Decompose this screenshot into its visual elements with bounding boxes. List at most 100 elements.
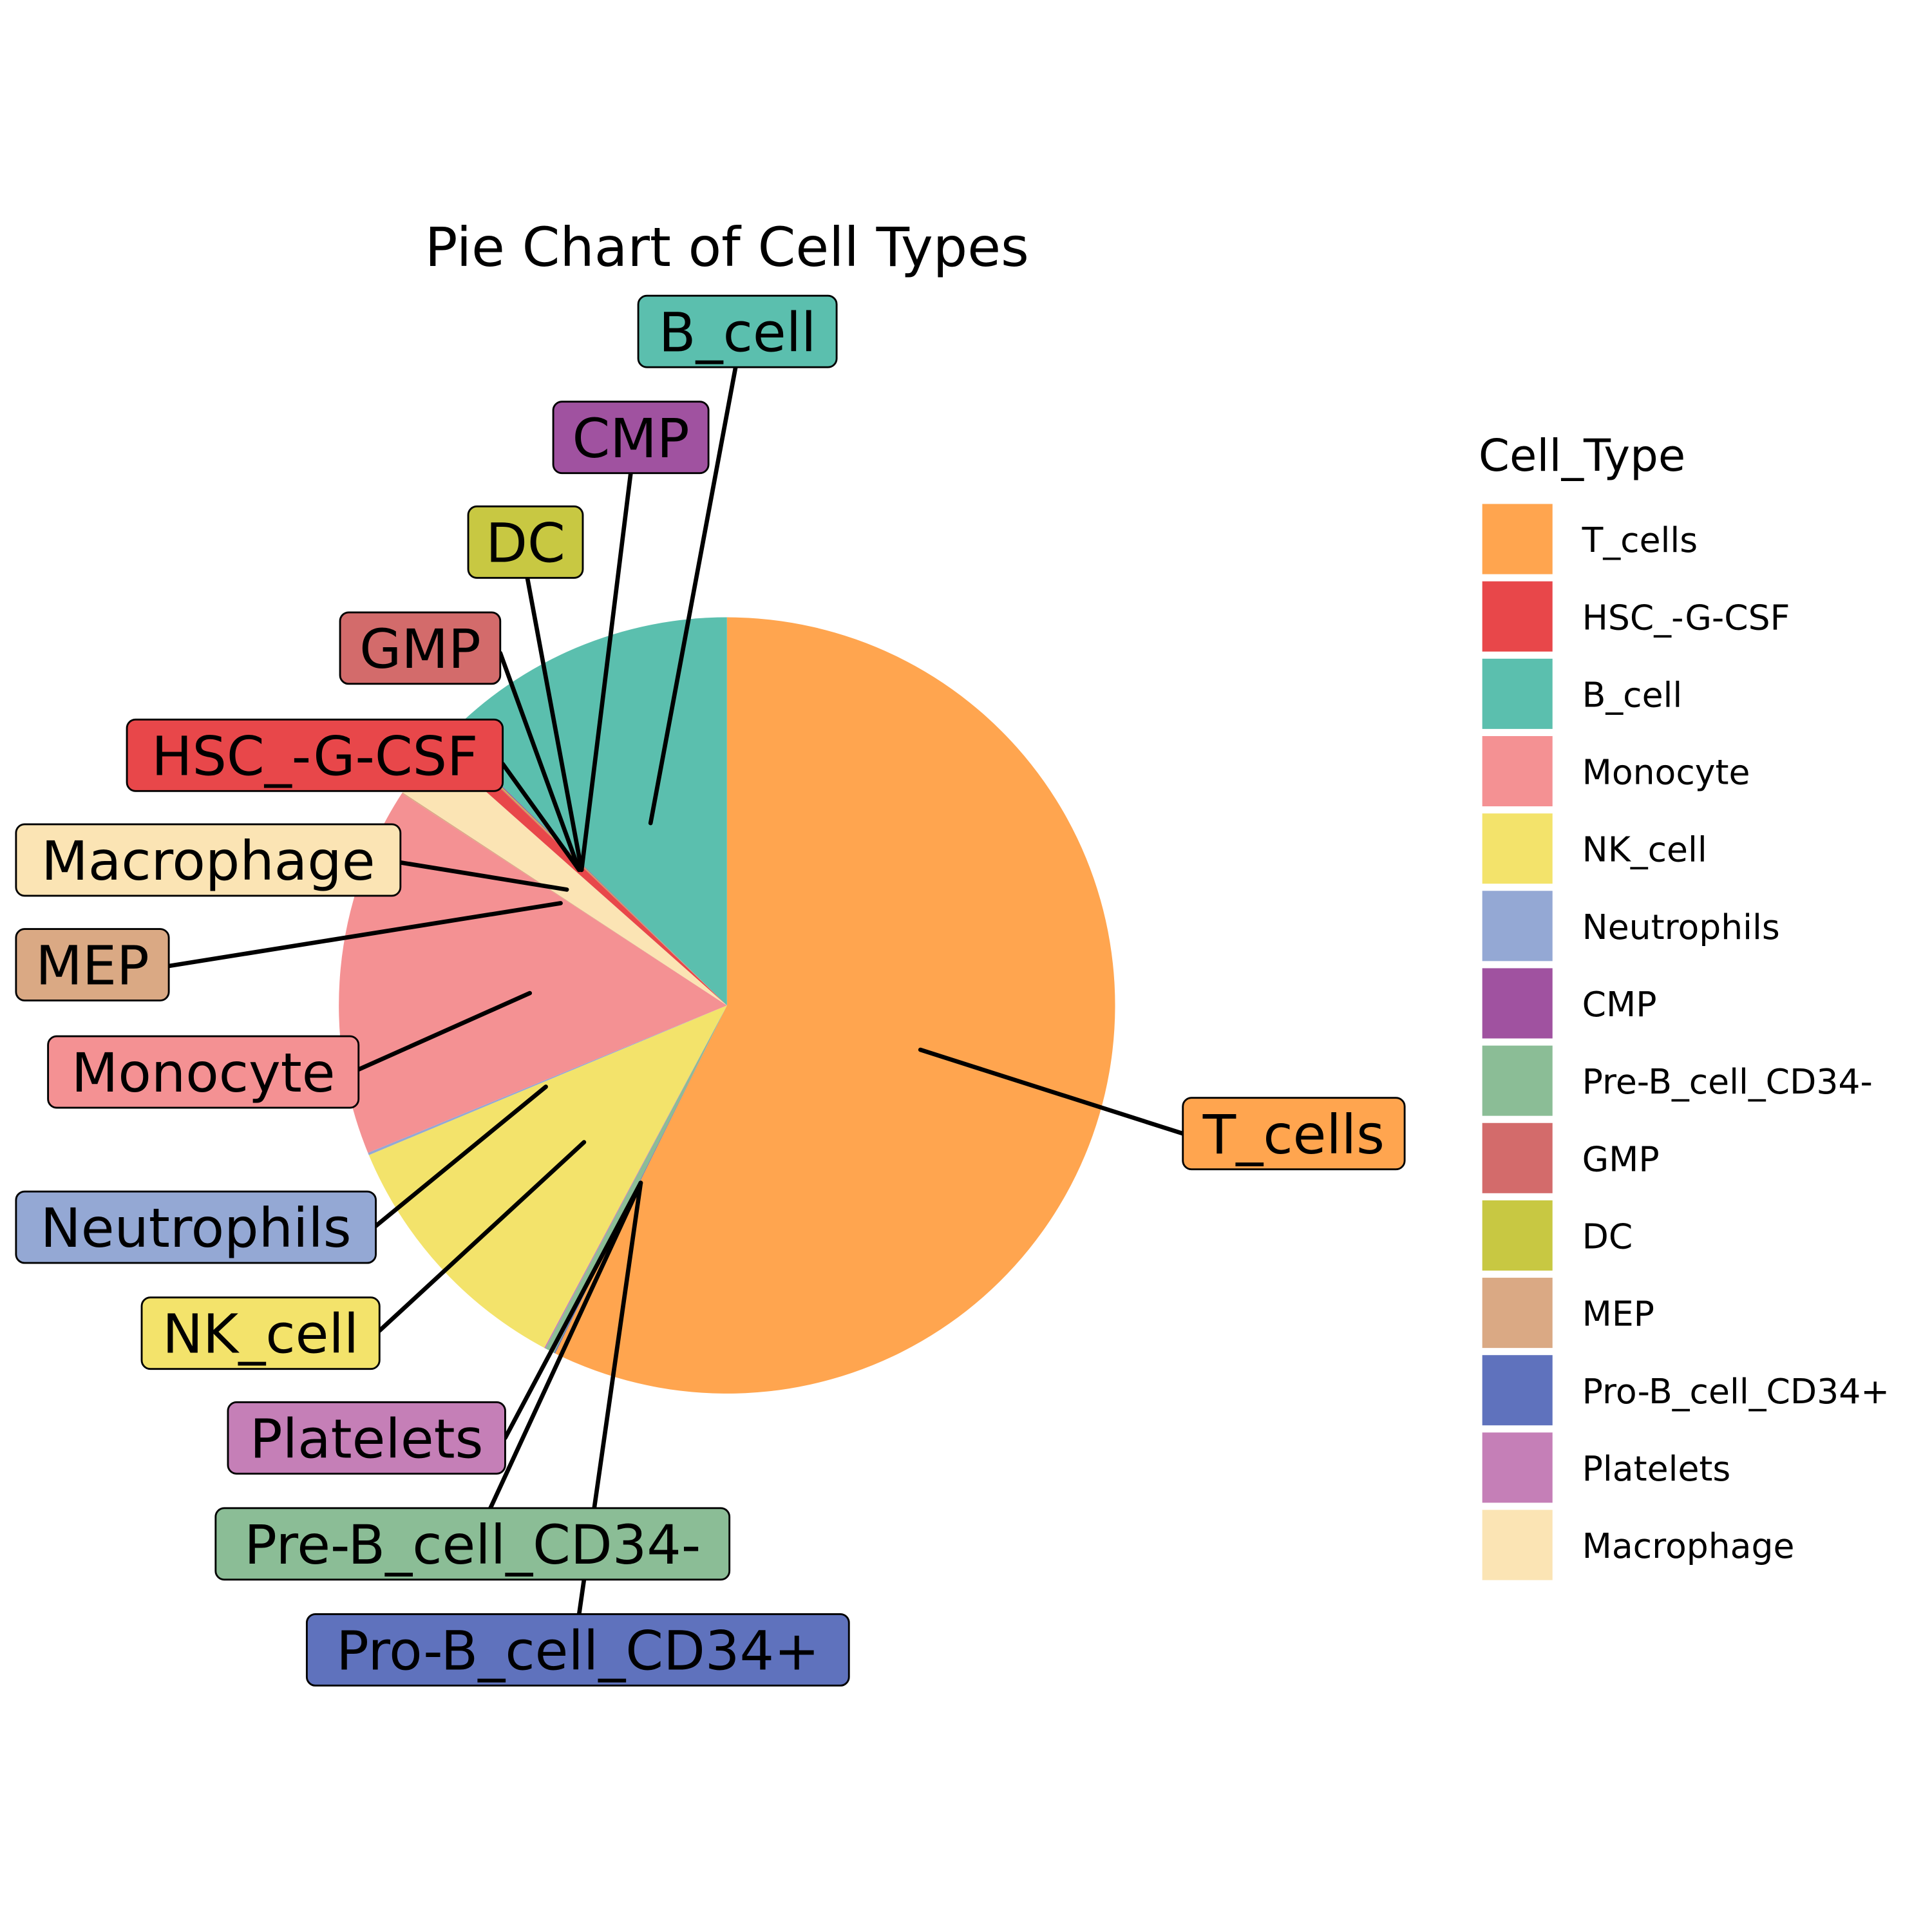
legend-item-platelets: Platelets xyxy=(1482,1432,1731,1503)
label-text: DC xyxy=(486,511,565,574)
legend-label: HSC_-G-CSF xyxy=(1582,597,1790,638)
slice-label-hsc-g-csf: HSC_-G-CSF xyxy=(126,718,504,792)
slice-label-pre-b-cell-cd34: Pre-B_cell_CD34- xyxy=(214,1507,731,1581)
label-text: T_cells xyxy=(1202,1103,1385,1166)
legend-item-monocyte: Monocyte xyxy=(1482,735,1750,807)
legend-swatch xyxy=(1482,1278,1553,1349)
label-box xyxy=(339,611,502,685)
legend-label: T_cells xyxy=(1582,520,1698,560)
pie-slice-macrophage xyxy=(402,748,727,1006)
slice-label-dc: DC xyxy=(467,505,584,579)
label-box xyxy=(214,1507,731,1581)
slice-label-neutrophils: Neutrophils xyxy=(15,1190,377,1264)
label-box xyxy=(305,1613,850,1687)
leader-line-hsc-g-csf xyxy=(500,761,582,873)
slice-label-mep: MEP xyxy=(15,928,170,1002)
legend-label: Macrophage xyxy=(1582,1526,1795,1566)
pie-slice-neutrophils xyxy=(368,1005,727,1155)
legend-swatch xyxy=(1482,891,1553,961)
legend-item-pro-b-cell-cd34: Pro-B_cell_CD34+ xyxy=(1482,1355,1890,1426)
legend-swatch xyxy=(1482,735,1553,807)
leader-line-nk-cell xyxy=(377,1140,587,1333)
pie-slice-dc xyxy=(447,735,727,1006)
label-box xyxy=(47,1035,360,1109)
slice-label-t-cells: T_cells xyxy=(1182,1097,1406,1171)
legend-item-nk-cell: NK_cell xyxy=(1482,813,1707,884)
leader-line-macrophage xyxy=(398,860,569,892)
legend-item-cmp: CMP xyxy=(1482,968,1657,1039)
leader-line-platelets xyxy=(503,1180,643,1441)
pie-slice-gmp xyxy=(446,736,727,1006)
label-text: Pro-B_cell_CD34+ xyxy=(336,1619,819,1682)
label-box xyxy=(140,1296,381,1370)
legend-label: Neutrophils xyxy=(1582,907,1780,947)
label-text: B_cell xyxy=(659,301,817,364)
legend-swatch xyxy=(1482,968,1553,1039)
legend-swatch xyxy=(1482,504,1553,574)
label-text: GMP xyxy=(359,618,481,681)
legend-label: GMP xyxy=(1582,1139,1660,1179)
legend-item-neutrophils: Neutrophils xyxy=(1482,891,1780,961)
slice-label-b-cell: B_cell xyxy=(637,294,838,368)
label-box xyxy=(227,1401,506,1475)
legend-swatch xyxy=(1482,581,1553,652)
pie-slice-mep xyxy=(402,792,727,1006)
legend-label: CMP xyxy=(1582,984,1657,1025)
legend-label: MEP xyxy=(1582,1294,1654,1334)
legend-item-mep: MEP xyxy=(1482,1278,1654,1349)
legend-label: Platelets xyxy=(1582,1448,1731,1489)
leader-line-mep xyxy=(166,901,563,969)
label-box xyxy=(15,1190,377,1264)
legend-label: Pre-B_cell_CD34- xyxy=(1582,1061,1873,1102)
legend-item-hsc-g-csf: HSC_-G-CSF xyxy=(1482,581,1790,652)
leader-line-gmp xyxy=(498,650,582,873)
label-text: Pre-B_cell_CD34- xyxy=(244,1513,701,1577)
label-box xyxy=(1182,1097,1406,1171)
label-box xyxy=(467,505,584,579)
label-box xyxy=(637,294,838,368)
legend-title: Cell_Type xyxy=(1479,430,1685,482)
legend-item-dc: DC xyxy=(1482,1200,1633,1271)
label-box xyxy=(552,401,710,475)
pie-slice-platelets xyxy=(544,1005,727,1349)
label-text: Monocyte xyxy=(71,1041,336,1104)
legend-label: DC xyxy=(1582,1217,1633,1257)
slice-label-nk-cell: NK_cell xyxy=(140,1296,381,1370)
legend-label: Pro-B_cell_CD34+ xyxy=(1582,1371,1890,1412)
legend-item-t-cells: T_cells xyxy=(1482,504,1698,574)
label-text: CMP xyxy=(573,407,690,470)
legend-swatch xyxy=(1482,813,1553,884)
label-text: NK_cell xyxy=(162,1303,359,1366)
legend-item-macrophage: Macrophage xyxy=(1482,1510,1795,1580)
legend-label: Monocyte xyxy=(1582,752,1750,793)
leader-line-pre-b-cell-cd34 xyxy=(488,1180,643,1511)
label-text: Platelets xyxy=(250,1407,484,1470)
label-text: MEP xyxy=(35,934,149,998)
pie-slice-pre-b-cell-cd34 xyxy=(545,1005,727,1353)
leader-line-b-cell xyxy=(648,365,738,826)
slice-label-monocyte: Monocyte xyxy=(47,1035,360,1109)
pie-slice-monocyte xyxy=(339,793,727,1153)
pie-slice-t-cells xyxy=(554,617,1115,1394)
label-text: HSC_-G-CSF xyxy=(151,724,478,788)
leader-line-cmp xyxy=(579,469,633,873)
label-box xyxy=(15,928,170,1002)
slice-label-pro-b-cell-cd34: Pro-B_cell_CD34+ xyxy=(305,1613,850,1687)
legend-item-pre-b-cell-cd34: Pre-B_cell_CD34- xyxy=(1482,1045,1873,1116)
legend-label: NK_cell xyxy=(1582,829,1707,870)
legend-item-gmp: GMP xyxy=(1482,1122,1660,1193)
legend-swatch xyxy=(1482,1355,1553,1426)
pie-slice-cmp xyxy=(448,734,727,1006)
label-text: Macrophage xyxy=(41,829,375,893)
label-text: Neutrophils xyxy=(41,1197,352,1260)
legend-swatch xyxy=(1482,1200,1553,1271)
slice-label-macrophage: Macrophage xyxy=(15,823,402,897)
legend-swatch xyxy=(1482,1510,1553,1580)
slice-label-gmp: GMP xyxy=(339,611,502,685)
legend-label: B_cell xyxy=(1582,674,1683,715)
legend: Cell_Type T_cells HSC_-G-CSF B_cell Monocyt… xyxy=(1479,430,1889,1580)
slice-label-cmp: CMP xyxy=(552,401,710,475)
legend-swatch xyxy=(1482,1122,1553,1193)
legend-swatch xyxy=(1482,1045,1553,1116)
leader-line-dc xyxy=(525,575,584,873)
